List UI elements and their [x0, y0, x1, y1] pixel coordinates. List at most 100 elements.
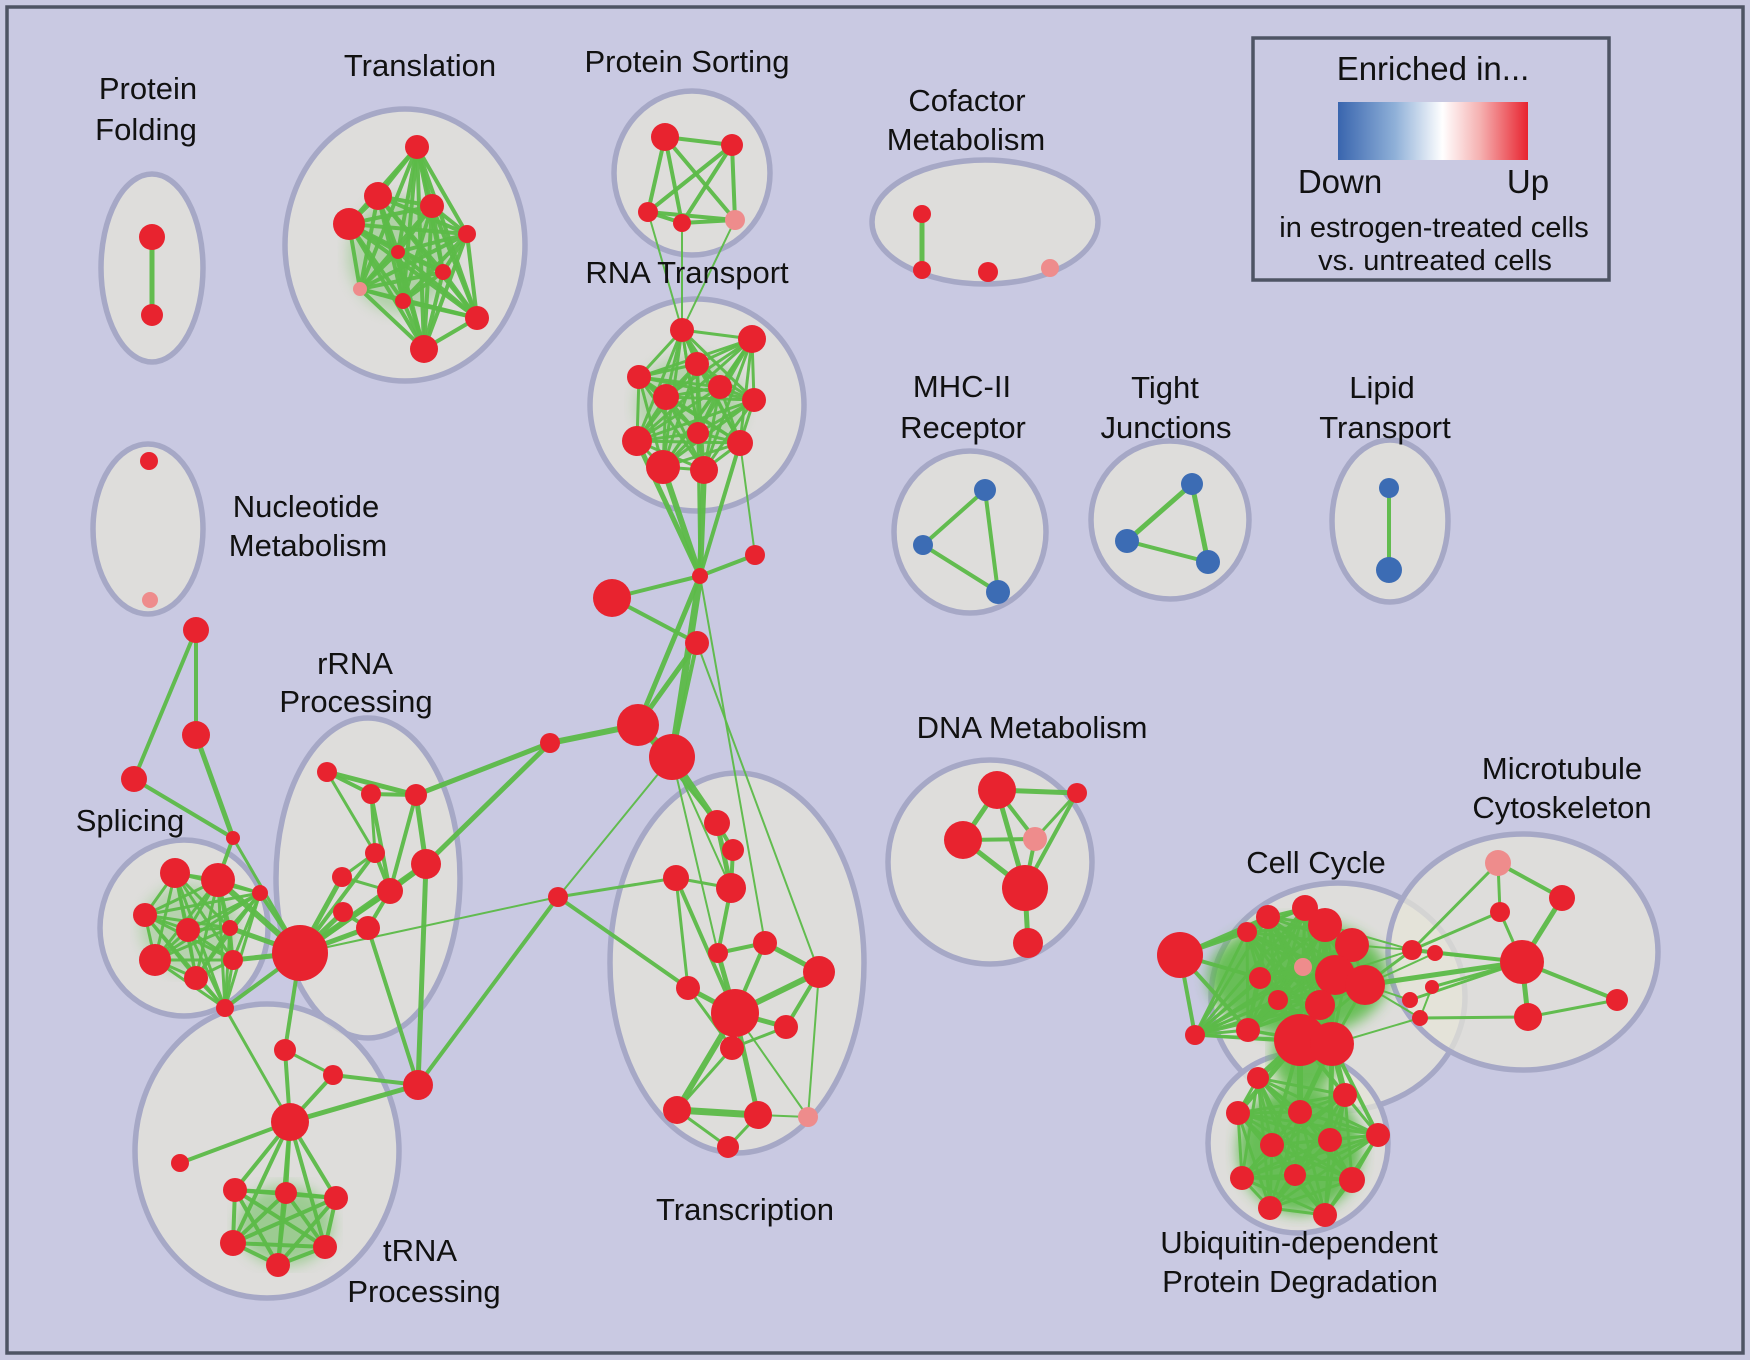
edge	[1268, 1133, 1380, 1210]
cluster-label-translation-line0: Translation	[344, 48, 496, 83]
gene-set-node-MT7	[1425, 980, 1439, 994]
edge	[1193, 1003, 1322, 1037]
gene-set-node-CC3	[1237, 922, 1257, 942]
gene-set-node-T10	[410, 335, 438, 363]
gene-set-node-TR0	[704, 810, 730, 836]
gene-set-node-T7	[353, 282, 367, 296]
edge	[556, 876, 678, 899]
edge	[358, 250, 400, 291]
edge	[671, 756, 719, 954]
gene-set-node-TR10	[774, 1015, 798, 1039]
gene-set-node-TR8	[676, 976, 700, 1000]
edge	[401, 270, 445, 303]
cluster-label-mhc-ii-receptor-line1: Receptor	[900, 410, 1026, 445]
gene-set-node-MT2	[1490, 902, 1510, 922]
edge	[358, 232, 469, 291]
edge	[369, 792, 392, 893]
edge	[663, 135, 684, 225]
gene-set-node-R2	[405, 784, 427, 806]
gene-set-node-CC18	[1412, 1010, 1428, 1026]
edge	[325, 770, 377, 855]
cluster-label-microtubule-cytoskeleton-line0: Microtubule	[1482, 751, 1642, 786]
gene-set-node-TR9	[711, 989, 759, 1037]
edge	[1410, 910, 1502, 952]
edge	[233, 1188, 327, 1249]
gene-set-node-S8	[223, 950, 243, 970]
edge	[556, 895, 690, 990]
gene-set-node-MT6	[1427, 945, 1443, 961]
edge	[681, 219, 736, 331]
edge	[276, 1196, 338, 1267]
gene-set-node-PS2	[638, 202, 658, 222]
gene-set-node-R5	[377, 878, 403, 904]
figure-frame	[5, 5, 1745, 1355]
gene-set-node-T2	[333, 208, 365, 240]
edge	[921, 543, 1000, 594]
cluster-label-cofactor-metabolism-line0: Cofactor	[908, 83, 1025, 118]
edge	[413, 740, 553, 798]
edge	[358, 145, 419, 291]
gene-set-node-U0	[1247, 1067, 1269, 1089]
gene-set-node-T5	[391, 245, 405, 259]
edge	[1236, 1111, 1380, 1137]
gene-set-node-RT2	[685, 352, 709, 376]
gene-set-node-T4	[458, 225, 476, 243]
gene-set-node-X3	[324, 1186, 348, 1210]
gene-set-node-RH	[272, 925, 328, 981]
gene-set-node-T0	[405, 135, 429, 159]
gene-set-node-NM0	[140, 452, 158, 470]
edge	[233, 1188, 280, 1267]
edge	[674, 876, 690, 990]
edge	[637, 375, 706, 472]
cluster-label-microtubule-cytoskeleton-line1: Cytoskeleton	[1472, 790, 1651, 825]
gene-set-node-PS1	[721, 134, 743, 156]
gene-set-node-PF1	[141, 304, 163, 326]
gene-set-node-X6	[266, 1253, 290, 1277]
gene-set-node-X4	[220, 1230, 246, 1256]
edge	[396, 232, 469, 254]
cluster-label-transcription-line0: Transcription	[656, 1192, 834, 1227]
gene-set-node-CO3	[1041, 259, 1059, 277]
gene-set-node-U2	[1333, 1083, 1357, 1107]
gene-set-node-PS3	[673, 214, 691, 232]
edge	[366, 926, 420, 1087]
gene-set-node-TJ0	[1181, 473, 1203, 495]
gene-set-node-S1	[201, 863, 235, 897]
gene-set-node-RT1	[738, 325, 766, 353]
gene-set-node-U7	[1230, 1166, 1254, 1190]
edge	[1193, 930, 1249, 1037]
edge	[1410, 861, 1500, 952]
gene-set-node-Q3	[403, 1070, 433, 1100]
edge	[223, 1006, 292, 1124]
gene-set-node-T6	[435, 264, 451, 280]
gene-set-node-MT4	[1514, 1003, 1542, 1031]
edge	[699, 575, 766, 944]
gene-set-node-DN1	[944, 821, 982, 859]
gene-set-node-R1	[361, 784, 381, 804]
edge	[696, 431, 702, 578]
gene-set-node-S7	[184, 966, 208, 990]
edge	[401, 299, 479, 320]
gene-set-node-L1	[171, 1154, 189, 1172]
edge	[396, 250, 445, 274]
edge	[1526, 998, 1619, 1019]
gene-set-node-S9	[216, 999, 234, 1017]
gene-set-node-X5	[313, 1235, 337, 1259]
cluster-label-nucleotide-metabolism-line1: Metabolism	[229, 528, 388, 563]
gene-set-node-RT8	[687, 422, 709, 444]
gene-set-node-LT1	[1376, 557, 1402, 583]
gene-set-node-CC6	[1294, 958, 1312, 976]
gene-set-node-J2	[593, 579, 631, 617]
gene-set-node-TR11	[720, 1036, 744, 1060]
gene-set-node-CC5	[1335, 928, 1369, 962]
gene-set-node-U9	[1339, 1167, 1365, 1193]
cluster-label-rna-transport-line0: RNA Transport	[585, 255, 789, 290]
gene-set-node-TR7	[803, 956, 835, 988]
gene-set-node-J1	[745, 545, 765, 565]
gene-set-node-CC12	[1236, 1018, 1260, 1042]
edge	[173, 871, 235, 962]
edge	[358, 287, 426, 351]
edge	[637, 375, 756, 402]
